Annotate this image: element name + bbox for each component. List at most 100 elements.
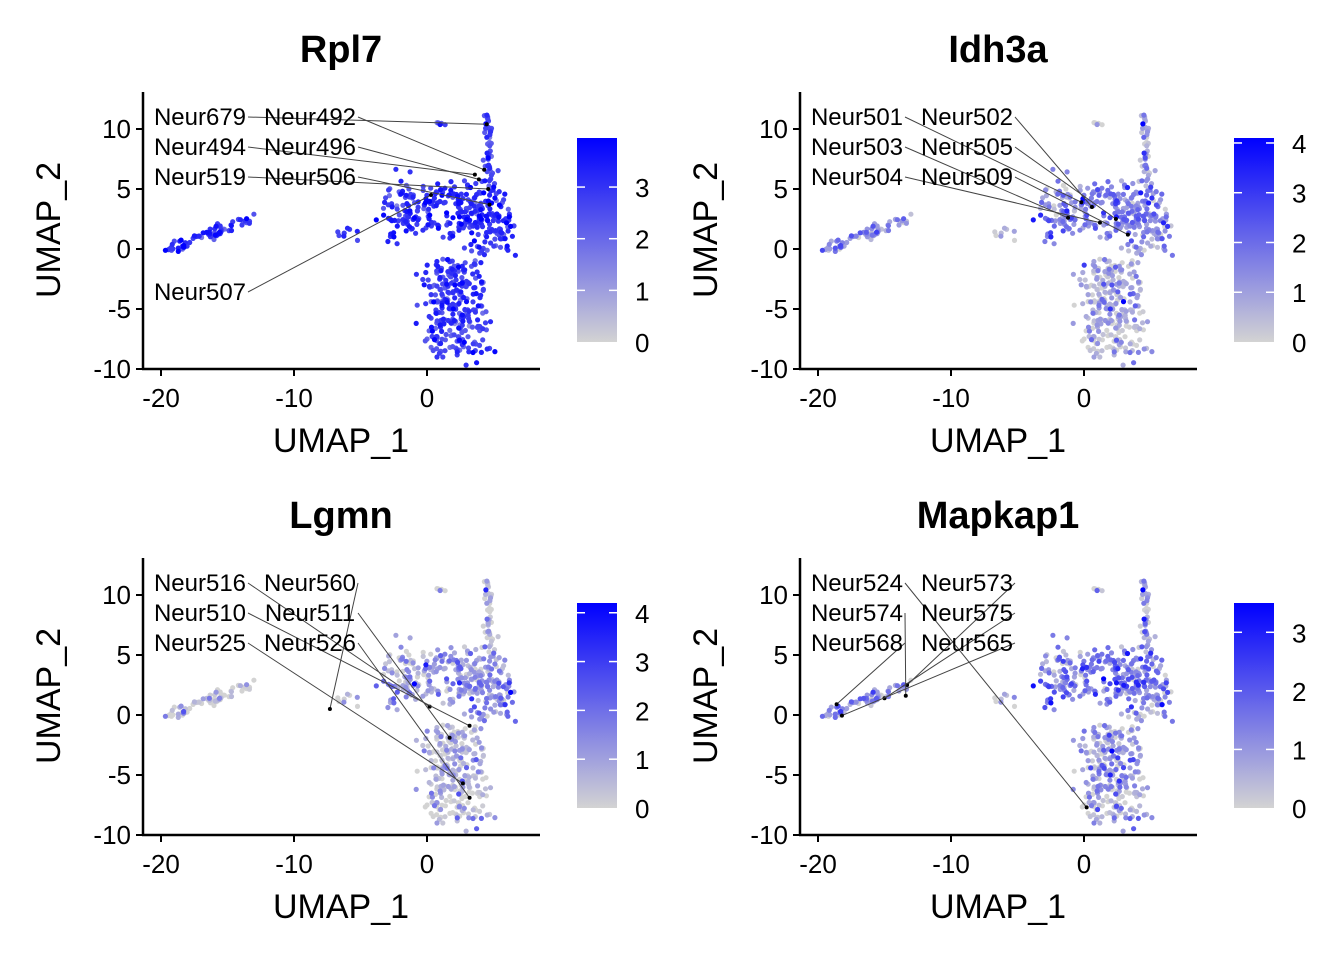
data-point — [1135, 260, 1141, 266]
y-axis-label: UMAP_2 — [687, 628, 725, 764]
colorbar-tick-label: 3 — [1292, 618, 1306, 648]
data-point — [1128, 238, 1134, 244]
data-point — [478, 292, 484, 298]
data-point — [490, 218, 496, 224]
data-point — [461, 644, 468, 650]
data-point — [398, 644, 404, 650]
data-point — [1133, 739, 1139, 745]
data-point — [474, 826, 480, 832]
data-point — [1042, 704, 1048, 711]
data-point — [459, 312, 465, 318]
data-point — [1107, 681, 1113, 687]
data-point — [1111, 349, 1117, 355]
data-point — [1072, 670, 1078, 676]
data-point — [1083, 313, 1089, 320]
data-point — [487, 143, 493, 149]
data-point — [1085, 651, 1091, 657]
data-point — [1092, 691, 1098, 697]
data-point — [470, 271, 476, 277]
data-point — [447, 793, 453, 800]
data-point — [1067, 660, 1073, 666]
x-axis-label: UMAP_1 — [930, 422, 1066, 460]
data-point — [874, 229, 880, 235]
data-point — [1107, 301, 1113, 307]
data-point — [1112, 730, 1119, 736]
data-point — [1089, 657, 1095, 663]
data-point — [861, 695, 867, 702]
data-point — [468, 201, 474, 207]
data-point — [415, 665, 421, 671]
cluster-labels: Neur501 Neur502 Neur503 Neur505 Neur504 Neur5… — [811, 104, 1130, 237]
data-point — [406, 224, 413, 230]
data-point — [1096, 802, 1102, 808]
data-point — [437, 322, 443, 328]
data-point — [480, 157, 486, 163]
data-point — [1131, 269, 1137, 275]
data-point — [492, 702, 498, 708]
data-point — [1092, 647, 1098, 653]
data-point — [411, 681, 417, 687]
data-point — [431, 765, 437, 771]
data-point — [1142, 664, 1148, 670]
data-point — [434, 784, 440, 790]
data-point — [835, 237, 841, 243]
data-point — [1091, 724, 1097, 731]
data-point — [1113, 325, 1119, 331]
data-point — [1140, 213, 1146, 219]
data-point — [440, 782, 446, 788]
data-point — [1154, 702, 1160, 708]
data-point — [403, 694, 409, 700]
data-point — [1088, 337, 1095, 343]
data-point — [1046, 670, 1052, 676]
data-point — [484, 713, 490, 719]
data-point — [870, 223, 876, 229]
data-point — [1136, 714, 1142, 720]
data-point — [1142, 155, 1148, 161]
color-legend: 0 1 2 3 4 — [577, 599, 649, 824]
data-point — [485, 582, 491, 589]
data-point — [1123, 318, 1129, 324]
data-point — [469, 230, 475, 236]
data-point — [447, 220, 453, 226]
label-anchor-point — [472, 172, 477, 177]
data-point — [420, 649, 426, 655]
data-point — [461, 760, 467, 767]
data-point — [450, 290, 456, 296]
data-point — [1153, 189, 1159, 195]
data-point — [1122, 800, 1128, 806]
data-point — [1083, 749, 1089, 756]
data-point — [373, 217, 379, 223]
data-point — [373, 683, 379, 689]
data-point — [1161, 709, 1167, 715]
data-point — [472, 775, 478, 781]
data-point — [1070, 696, 1076, 702]
data-point — [444, 299, 450, 305]
data-point — [433, 776, 439, 782]
data-point — [443, 331, 449, 338]
label-leader-line — [904, 116, 1082, 203]
data-point — [486, 644, 492, 650]
data-point — [452, 282, 458, 288]
data-point — [1159, 236, 1165, 242]
data-point — [434, 820, 440, 826]
data-point — [447, 327, 453, 333]
data-point — [439, 302, 445, 308]
data-point — [1124, 184, 1131, 191]
data-point — [465, 778, 471, 785]
data-point — [429, 794, 435, 800]
data-point — [1056, 654, 1063, 660]
data-point — [874, 689, 880, 695]
data-point — [475, 231, 481, 238]
data-point — [493, 228, 499, 234]
data-point — [1145, 188, 1151, 194]
data-point — [461, 805, 467, 811]
data-point — [471, 727, 477, 733]
data-point — [406, 652, 412, 658]
data-point — [1001, 225, 1008, 231]
data-point — [411, 215, 417, 221]
data-point — [1119, 793, 1125, 800]
data-point — [462, 307, 468, 313]
data-point — [1077, 742, 1083, 749]
data-point — [480, 326, 486, 332]
data-point — [1042, 238, 1048, 245]
